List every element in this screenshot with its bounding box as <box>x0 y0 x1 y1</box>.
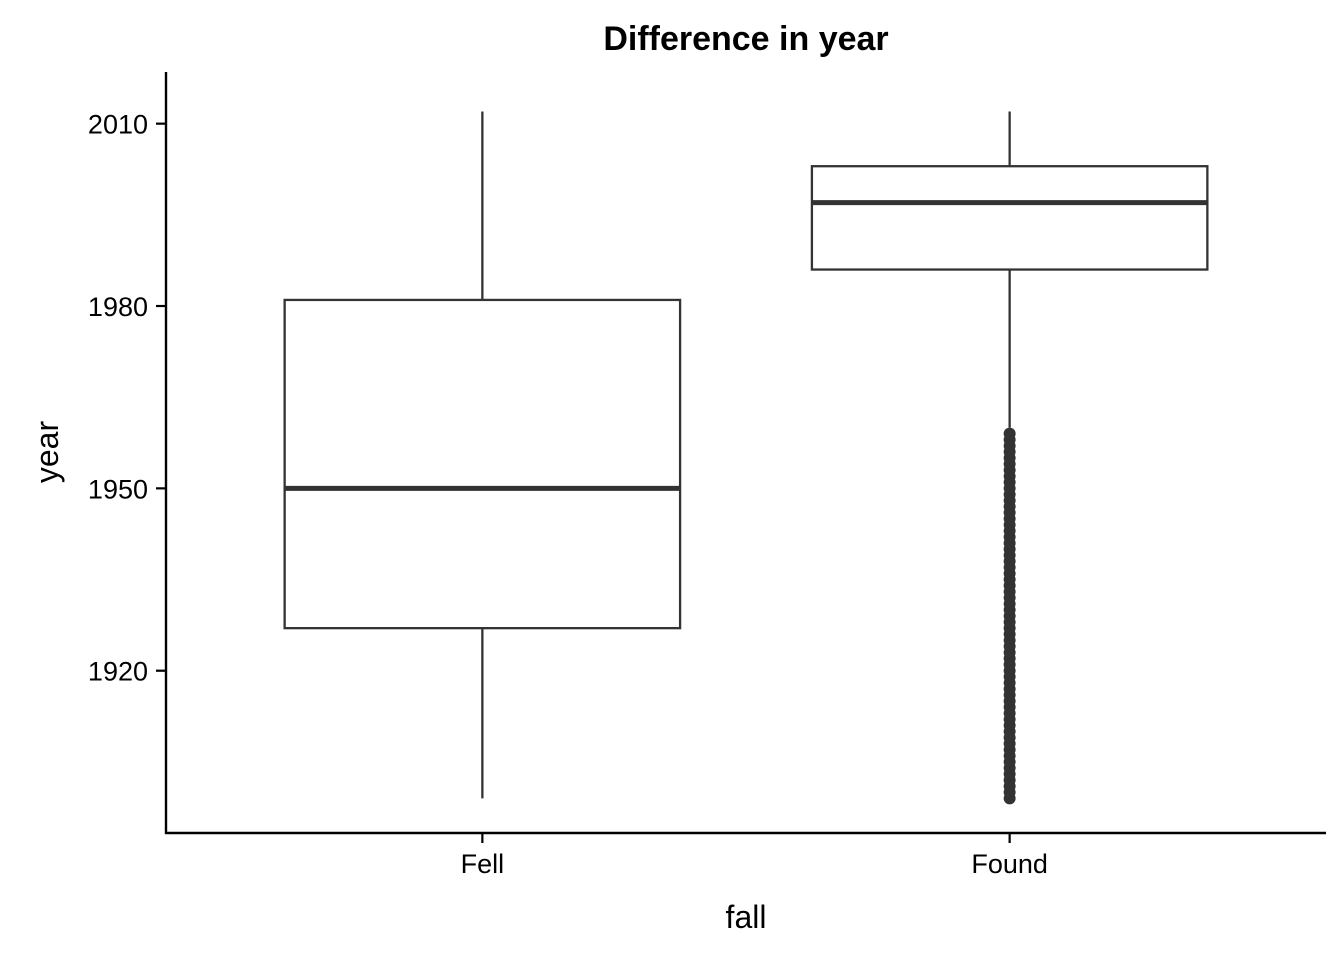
y-tick-label-1980: 1980 <box>88 292 148 322</box>
x-tick-label-found: Found <box>971 849 1048 879</box>
found-outlier-point <box>1003 427 1016 440</box>
y-axis-title: year <box>29 421 65 484</box>
y-tick-label-2010: 2010 <box>88 110 148 140</box>
x-tick-label-fell: Fell <box>461 849 505 879</box>
fell-box <box>283 298 682 630</box>
y-tick-label-1920: 1920 <box>88 657 148 687</box>
chart-title: Difference in year <box>603 20 888 58</box>
x-axis: Fell Found <box>461 833 1048 879</box>
y-axis: 1920 1950 1980 2010 <box>88 110 166 687</box>
y-tick-label-1950: 1950 <box>88 474 148 504</box>
plot-area <box>283 111 1209 805</box>
found-box <box>810 165 1209 271</box>
x-axis-title: fall <box>726 899 767 935</box>
